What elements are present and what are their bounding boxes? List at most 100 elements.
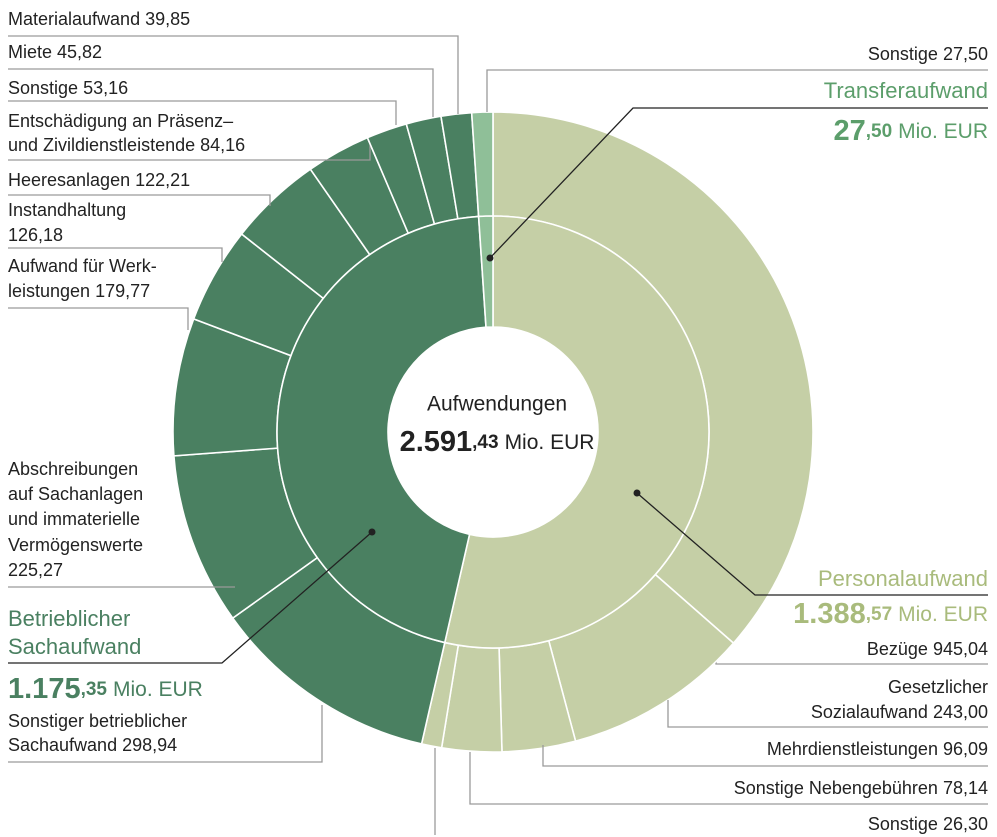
group-leader <box>636 492 988 596</box>
label-name: Sonstige Nebengebühren <box>734 778 938 798</box>
leader-line <box>8 100 397 125</box>
group-name: Transferaufwand <box>824 78 988 103</box>
label-value: 122,21 <box>135 170 190 190</box>
total-unit: Mio. EUR <box>505 431 595 454</box>
label-name: Aufwand für Werk- <box>8 256 157 276</box>
segment-label: Abschreibungen <box>8 459 138 479</box>
segment-label: leistungen 179,77 <box>8 281 150 301</box>
segment-label: Sonstige Nebengebühren 78,14 <box>734 778 988 798</box>
label-value: 27,50 <box>943 44 988 64</box>
leader-line <box>8 194 271 206</box>
group-value: 27,50 Mio. EUR <box>833 115 988 147</box>
label-name: Sonstiger betrieblicher <box>8 711 187 731</box>
label-name: Materialaufwand <box>8 9 140 29</box>
label-name: und Zivildienstleistende <box>8 135 195 155</box>
label-name: Mehrdienstleistungen <box>767 739 938 759</box>
leader-line <box>8 68 434 117</box>
label-name: Entschädigung an Präsenz– <box>8 111 233 131</box>
label-value: 298,94 <box>122 735 177 755</box>
segment-label: auf Sachanlagen <box>8 484 143 504</box>
segment-label: Miete 45,82 <box>8 42 102 62</box>
leader-line <box>542 745 988 767</box>
group-name: Sachaufwand <box>8 634 141 659</box>
label-value: 96,09 <box>943 739 988 759</box>
label-name: Vermögenswerte <box>8 535 143 555</box>
leader-line <box>8 35 459 114</box>
label-value: 53,16 <box>83 78 128 98</box>
segment-label: Entschädigung an Präsenz– <box>8 111 233 131</box>
group-value-main: 27 <box>833 115 865 147</box>
leader-line <box>8 307 189 330</box>
segment-label: Sozialaufwand 243,00 <box>811 702 988 722</box>
inner-segment <box>276 215 487 644</box>
group-unit: Mio. EUR <box>113 678 203 701</box>
group-name: Personalaufwand <box>818 566 988 591</box>
leader-line <box>486 69 988 112</box>
segment-label: Sonstige 26,30 <box>868 814 988 834</box>
group-value-frac: ,57 <box>866 604 892 625</box>
group-dot <box>368 528 376 536</box>
group-value-frac: ,50 <box>866 121 892 142</box>
group-dot <box>486 254 494 262</box>
segment-label: und Zivildienstleistende 84,16 <box>8 135 245 155</box>
total-main: 2.591 <box>400 426 473 458</box>
label-name: und immaterielle <box>8 509 140 529</box>
segment-label: Gesetzlicher <box>888 677 988 697</box>
group-unit: Mio. EUR <box>898 603 988 626</box>
inner-segment <box>477 215 494 329</box>
label-value: 945,04 <box>933 639 988 659</box>
label-value: 179,77 <box>95 281 150 301</box>
leader-line <box>8 705 323 763</box>
label-value: 39,85 <box>145 9 190 29</box>
inner-segment <box>443 215 710 649</box>
label-name: Bezüge <box>867 639 928 659</box>
label-name: auf Sachanlagen <box>8 484 143 504</box>
label-name: Sachaufwand <box>8 735 117 755</box>
label-name: Instandhaltung <box>8 200 126 220</box>
segment-label: Vermögenswerte <box>8 535 143 555</box>
label-value: 84,16 <box>200 135 245 155</box>
label-value: 78,14 <box>943 778 988 798</box>
label-value: 243,00 <box>933 702 988 722</box>
group-unit: Mio. EUR <box>898 120 988 143</box>
group-leader <box>8 531 373 664</box>
segment-label: Sachaufwand 298,94 <box>8 735 177 755</box>
label-value: 26,30 <box>943 814 988 834</box>
group-value: 1.388,57 Mio. EUR <box>793 598 988 630</box>
label-value: 126,18 <box>8 225 63 245</box>
segment-label: Aufwand für Werk- <box>8 256 157 276</box>
segment-label: Mehrdienstleistungen 96,09 <box>767 739 988 759</box>
label-name: leistungen <box>8 281 90 301</box>
segment-label: und immaterielle <box>8 509 140 529</box>
group-value-main: 1.175 <box>8 673 81 705</box>
group-value: 1.175,35 Mio. EUR <box>8 673 203 705</box>
segment-label: Materialaufwand 39,85 <box>8 9 190 29</box>
label-name: Sozialaufwand <box>811 702 928 722</box>
leader-line <box>469 752 988 805</box>
label-value: 225,27 <box>8 560 63 580</box>
label-name: Sonstige <box>868 44 938 64</box>
group-value-main: 1.388 <box>793 598 866 630</box>
total-frac: ,43 <box>472 432 498 453</box>
group-dot <box>633 489 641 497</box>
group-value-frac: ,35 <box>81 679 108 700</box>
segment-label: Sonstiger betrieblicher <box>8 711 187 731</box>
segment-label: Sonstige 53,16 <box>8 78 128 98</box>
label-name: Gesetzlicher <box>888 677 988 697</box>
label-name: Sonstige <box>868 814 938 834</box>
leader-line <box>8 247 223 262</box>
label-value: 45,82 <box>57 42 102 62</box>
segment-label: Bezüge 945,04 <box>867 639 988 659</box>
segment-label: Sonstige 27,50 <box>868 44 988 64</box>
label-name: Abschreibungen <box>8 459 138 479</box>
group-leader <box>489 107 988 259</box>
label-name: Heeresanlagen <box>8 170 130 190</box>
label-name: Miete <box>8 42 52 62</box>
label-name: Sonstige <box>8 78 78 98</box>
segment-label: Heeresanlagen 122,21 <box>8 170 190 190</box>
segment-label: Instandhaltung <box>8 200 126 220</box>
group-name: Betrieblicher <box>8 606 130 631</box>
center-total: 2.591,43 Mio. EUR <box>400 426 595 458</box>
leader-line <box>667 700 988 728</box>
